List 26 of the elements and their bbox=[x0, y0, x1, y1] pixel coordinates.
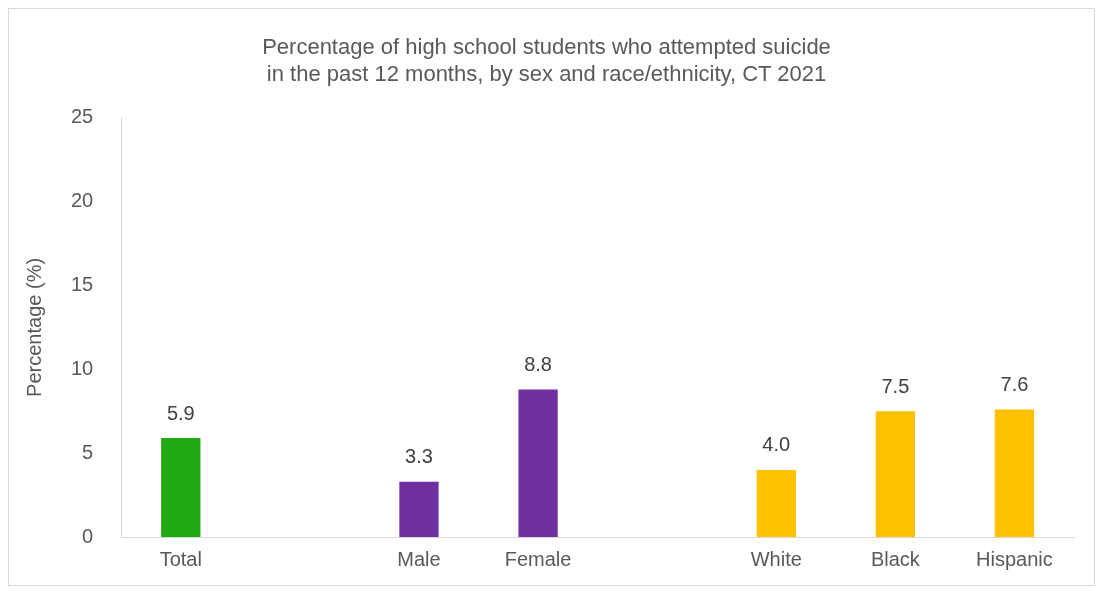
bar bbox=[756, 469, 796, 537]
x-tick-label: White bbox=[750, 547, 802, 570]
x-tick-label: Total bbox=[159, 547, 202, 570]
data-label: 8.8 bbox=[524, 352, 552, 375]
chart-title: Percentage of high school students who attempted suicide in the past 12 months, by sex and race/ethnicity, CT 2021 bbox=[262, 34, 831, 86]
bar bbox=[518, 389, 558, 537]
x-tick-label: Hispanic bbox=[976, 547, 1053, 570]
data-label: 5.9 bbox=[166, 401, 195, 424]
bar bbox=[399, 481, 439, 537]
data-label: 7.5 bbox=[881, 374, 910, 397]
x-tick-label: Black bbox=[870, 547, 921, 570]
y-tick-label: 25 bbox=[71, 105, 94, 128]
data-label: 4.0 bbox=[762, 433, 791, 456]
bar bbox=[161, 438, 201, 537]
y-tick-label: 5 bbox=[82, 440, 94, 463]
bar bbox=[875, 411, 916, 537]
y-tick-label: 0 bbox=[82, 524, 94, 547]
data-label: 3.3 bbox=[405, 445, 433, 468]
y-tick-label: 20 bbox=[71, 189, 94, 212]
bar bbox=[994, 409, 1035, 537]
data-label: 7.6 bbox=[1000, 373, 1029, 396]
x-tick-label: Male bbox=[397, 547, 441, 570]
x-tick-label: Female bbox=[504, 547, 572, 570]
y-tick-label: 10 bbox=[71, 356, 94, 379]
y-axis-title: Percentage (%) bbox=[22, 257, 45, 397]
y-tick-label: 15 bbox=[71, 273, 94, 295]
